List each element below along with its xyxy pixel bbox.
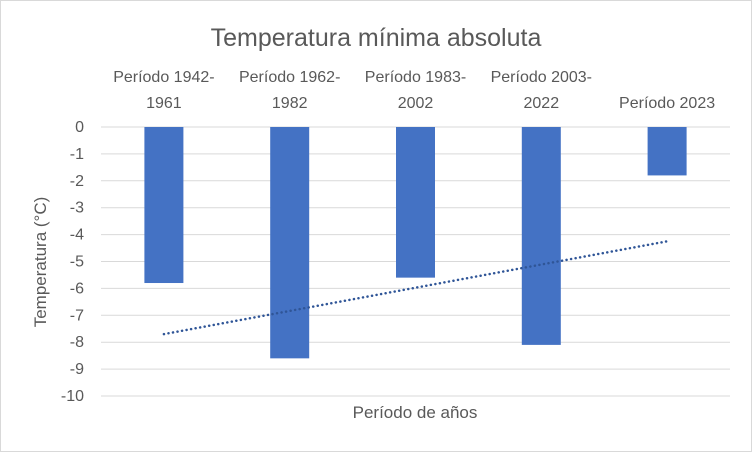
category-label: Período 1942-1961	[113, 69, 214, 112]
category-label: Período 2023	[619, 95, 715, 112]
category-label: Período 1983-2002	[365, 69, 466, 112]
chart-title: Temperatura mínima absoluta	[211, 24, 542, 52]
bar	[647, 127, 687, 176]
y-tick-label: -5	[70, 254, 84, 271]
y-tick-label: -6	[70, 280, 84, 297]
y-tick-label: -7	[70, 307, 84, 324]
y-tick-label: -3	[70, 200, 84, 217]
bar	[521, 127, 561, 345]
bars	[144, 127, 687, 359]
y-tick-labels: 0 -1 -2 -3 -4 -5 -6 -7 -8 -9 -10	[61, 119, 84, 405]
y-tick-label: -2	[70, 173, 84, 190]
y-tick-label: -10	[61, 388, 84, 405]
y-tick-label: -9	[70, 361, 84, 378]
gridlines	[101, 126, 730, 397]
y-tick-label: -8	[70, 334, 84, 351]
bar	[270, 127, 310, 359]
y-axis-label: Temperatura (°C)	[31, 197, 50, 328]
x-axis-label: Período de años	[353, 403, 478, 422]
bar	[396, 127, 435, 278]
category-labels: Período 1942-1961 Período 1962-1982 Períod…	[113, 69, 715, 112]
category-label: Período 2003-2022	[491, 69, 592, 112]
y-tick-label: 0	[75, 119, 84, 136]
y-tick-label: -1	[70, 146, 84, 163]
category-label: Período 1962-1982	[239, 69, 340, 112]
y-tick-label: -4	[70, 227, 84, 244]
bar	[144, 127, 184, 284]
